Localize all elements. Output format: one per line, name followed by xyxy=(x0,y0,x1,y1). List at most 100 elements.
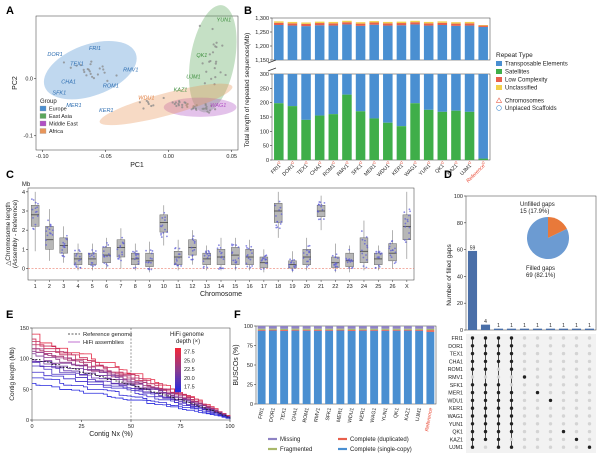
f-bar-single xyxy=(426,331,435,404)
c-point xyxy=(346,261,349,264)
c-point xyxy=(306,265,308,268)
c-point xyxy=(74,249,76,252)
sample-point xyxy=(102,68,105,71)
b-bar-te-lower xyxy=(314,74,325,116)
d-bar-value-4: 1 xyxy=(523,323,526,329)
d-matrix-dot xyxy=(483,359,488,364)
c-point xyxy=(345,258,348,261)
c-point xyxy=(150,261,152,264)
f-legend-label-1: Complete (duplicated) xyxy=(350,437,409,443)
c-point xyxy=(319,201,322,204)
d-matrix-dot xyxy=(574,383,579,387)
a-legend-swatch-border xyxy=(39,120,47,127)
f-bar-single xyxy=(291,330,300,404)
c-point xyxy=(120,259,122,262)
sample-point xyxy=(147,101,150,104)
d-ytick-label: 20 xyxy=(457,301,463,307)
sample-label-CHA1: CHA1 xyxy=(61,79,76,85)
f-bar-duplicated xyxy=(291,329,300,331)
sample-point xyxy=(212,43,215,46)
d-matrix-dot xyxy=(509,351,514,356)
c-point xyxy=(118,256,121,259)
c-point xyxy=(90,261,93,264)
d-matrix-dot xyxy=(470,359,475,364)
d-matrix-dot xyxy=(561,390,566,395)
sample-label-UJM1: UJM1 xyxy=(186,75,200,81)
b-bar-te-upper xyxy=(423,25,434,61)
sample-point xyxy=(213,67,216,70)
d-pie-value-unfilled: 15 (17.9%) xyxy=(520,209,549,215)
b-bar-lowcomp xyxy=(342,22,352,25)
c-point xyxy=(403,211,406,214)
d-matrix-dot xyxy=(587,359,592,364)
c-point xyxy=(408,232,410,234)
d-matrix-dot xyxy=(509,367,514,371)
a-xtick-label: 0.05 xyxy=(226,154,237,160)
c-point xyxy=(394,251,397,254)
c-point xyxy=(73,263,76,266)
d-matrix-dot xyxy=(470,422,475,426)
sample-point xyxy=(138,101,141,104)
b-marker-chromosome xyxy=(386,160,390,164)
d-matrix-dot xyxy=(483,429,488,434)
c-point xyxy=(160,233,162,236)
c-point xyxy=(166,231,169,234)
e-xlabel: Contig Nx (%) xyxy=(89,431,133,438)
d-matrix-dot xyxy=(509,344,514,348)
c-point xyxy=(375,250,378,253)
b-bar-satellite xyxy=(355,111,366,160)
b-bar-te-upper xyxy=(355,25,366,60)
d-matrix-dot xyxy=(470,344,475,348)
b-ylabel: Total length of repeated sequences(Mb) xyxy=(244,33,251,148)
b-bar-unclassified xyxy=(287,21,298,24)
d-matrix-dot xyxy=(587,344,592,348)
b-bar-te-lower xyxy=(437,74,448,112)
b-legend-swatch-3 xyxy=(496,85,502,90)
b-bar-te-upper xyxy=(451,25,461,60)
c-point xyxy=(246,246,248,249)
b-legend-label-0: Transposable Elements xyxy=(505,62,568,68)
c-point xyxy=(275,215,277,217)
b-bar-lowcomp xyxy=(355,23,366,26)
c-point xyxy=(34,207,37,210)
c-point xyxy=(366,246,369,249)
c-point xyxy=(145,261,147,264)
f-xtick-FRI1: FRI1 xyxy=(258,407,266,419)
f-bar-fragmented xyxy=(257,328,266,330)
b-legend-scaffolds: Unplaced Scaffolds xyxy=(505,106,557,112)
c-point xyxy=(104,245,107,248)
d-matrix-dot xyxy=(587,336,592,340)
c-point xyxy=(278,209,281,211)
d-bar-area xyxy=(465,195,597,331)
d-matrix-dot xyxy=(561,351,566,356)
c-xtick-19: 19 xyxy=(289,284,295,290)
c-xtick-12: 12 xyxy=(189,284,195,290)
c-point xyxy=(119,246,122,248)
e-colorbar-tick: 17.5 xyxy=(184,385,195,391)
c-point xyxy=(164,216,167,219)
c-point xyxy=(319,218,322,221)
b-axis-break xyxy=(267,59,277,72)
c-point xyxy=(180,265,182,267)
c-point xyxy=(335,262,338,265)
d-matrix-dot xyxy=(496,429,501,434)
e-xtick-label: 25 xyxy=(78,424,84,430)
c-xtick-X: X xyxy=(405,284,409,290)
e-colorbar-step xyxy=(175,364,181,367)
b-bar-te-upper xyxy=(301,26,311,60)
b-legend-swatch-0 xyxy=(496,61,502,66)
c-point xyxy=(205,251,207,254)
d-matrix-dot xyxy=(483,398,488,403)
d-bar-value-5: 1 xyxy=(536,323,539,329)
b-bar-satellite xyxy=(478,158,488,160)
c-point xyxy=(321,208,324,211)
d-matrix-dot xyxy=(535,445,540,449)
d-matrix-dot xyxy=(496,351,501,356)
e-ylabel: Contig length (Mb) xyxy=(9,347,16,400)
group-ellipse-3 xyxy=(99,83,233,126)
f-bar-duplicated xyxy=(347,329,356,331)
sample-label-RMV1: RMV1 xyxy=(123,67,138,73)
d-ytick-label: 80 xyxy=(457,221,463,227)
f-bar-duplicated xyxy=(381,329,390,331)
a-ytick-label: -0.1 xyxy=(24,134,33,140)
